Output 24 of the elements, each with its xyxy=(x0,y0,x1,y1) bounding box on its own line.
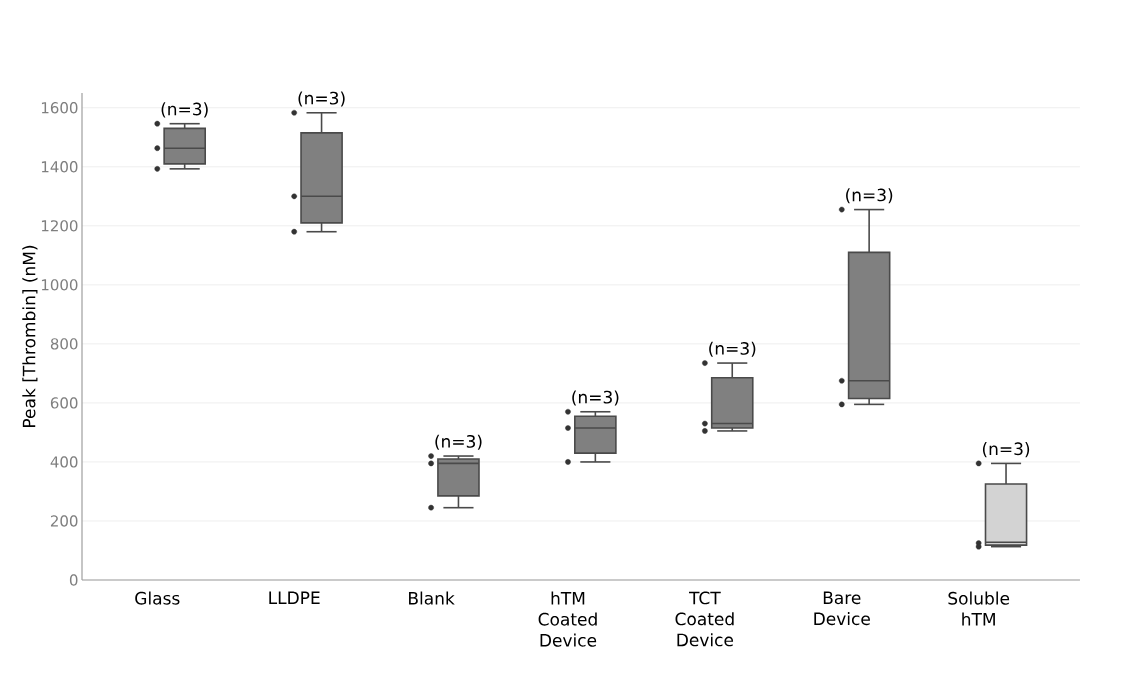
x-tick-label: Soluble hTM xyxy=(948,591,1010,626)
annotation: (n=3) xyxy=(161,102,208,118)
y-tick-label: 600 xyxy=(50,397,78,409)
y-tick-label: 1400 xyxy=(41,161,78,173)
annotation: (n=3) xyxy=(435,434,482,450)
y-tick-label: 400 xyxy=(50,456,78,468)
annotation: (n=3) xyxy=(846,188,893,204)
annotation: (n=3) xyxy=(572,390,619,406)
x-tick-label: hTM Coated Device xyxy=(538,591,597,647)
y-tick-label: 800 xyxy=(50,338,78,350)
y-axis-title: Peak [Thrombin] (nM) xyxy=(22,245,38,427)
annotation: (n=3) xyxy=(982,442,1030,458)
x-tick-label: LLDPE xyxy=(269,591,320,604)
x-tick-label: Blank xyxy=(409,591,455,605)
y-tick-label: 1600 xyxy=(41,102,78,114)
y-tick-label: 0 xyxy=(69,574,78,586)
x-tick-label: Bare Device xyxy=(814,591,870,626)
annotation: (n=3) xyxy=(298,91,345,107)
y-tick-label: 1200 xyxy=(41,220,78,232)
x-tick-label: TCT Coated Device xyxy=(675,591,734,647)
y-tick-label: 200 xyxy=(50,515,78,527)
x-tick-label: Glass xyxy=(135,591,180,605)
y-tick-label: 1000 xyxy=(41,279,78,291)
annotation: (n=3) xyxy=(709,341,756,357)
